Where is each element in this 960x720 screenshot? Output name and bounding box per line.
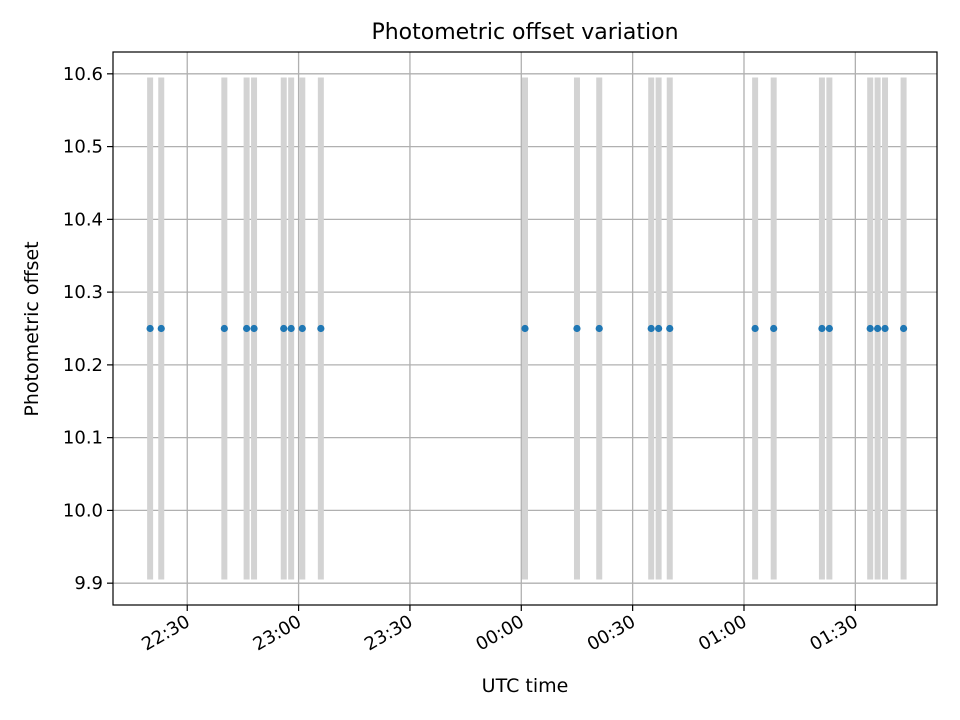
data-point — [770, 324, 778, 333]
data-point — [666, 324, 674, 333]
y-tick-label: 10.5 — [63, 137, 103, 158]
data-point — [521, 324, 529, 333]
x-axis-label: UTC time — [482, 675, 569, 697]
data-point — [573, 324, 581, 333]
y-tick-label: 10.6 — [63, 64, 103, 85]
data-point — [874, 324, 882, 333]
y-tick-label: 10.4 — [63, 209, 103, 230]
data-point — [250, 324, 258, 333]
plot-frame — [112, 51, 938, 606]
data-point — [825, 324, 833, 333]
data-point — [751, 324, 759, 333]
data-point — [287, 324, 295, 333]
chart-title: Photometric offset variation — [371, 20, 678, 45]
data-point — [146, 324, 154, 333]
data-point — [655, 324, 663, 333]
y-tick-label: 10.2 — [63, 355, 103, 376]
data-point — [298, 324, 306, 333]
data-point — [317, 324, 325, 333]
data-point — [818, 324, 826, 333]
data-point — [647, 324, 655, 333]
y-axis-ticks: 9.9 10.0 10.1 10.2 10.3 10.4 10.5 10.6 — [63, 64, 113, 594]
data-point — [899, 324, 908, 333]
data-point — [243, 324, 251, 333]
data-points — [146, 324, 908, 333]
data-point — [220, 324, 228, 333]
data-point — [595, 324, 603, 333]
y-tick-label: 9.9 — [74, 573, 103, 594]
data-point — [866, 324, 874, 333]
y-tick-label: 10.0 — [63, 500, 103, 521]
y-axis-label: Photometric offset — [21, 241, 43, 416]
data-point — [881, 324, 889, 333]
data-point — [157, 324, 165, 333]
y-tick-label: 10.3 — [63, 282, 103, 303]
y-tick-label: 10.1 — [63, 428, 103, 449]
data-point — [280, 324, 288, 333]
